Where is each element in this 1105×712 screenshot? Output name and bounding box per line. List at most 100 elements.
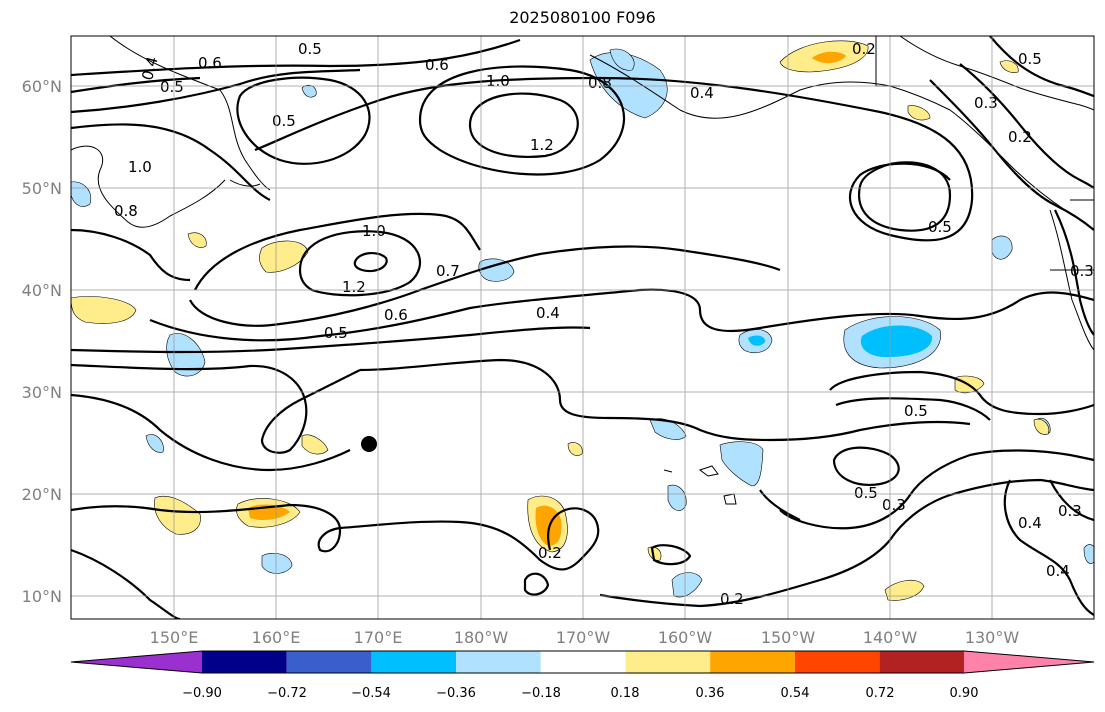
contour-labels: 0.4 0.6 0.5 0.6 1.0 0.8 0.4 0.2 0.5 0.3 … [114,40,1094,608]
contour-label: 0.6 [384,306,408,324]
contour-label: 0.2 [538,544,562,562]
colorbar-segment [286,651,372,673]
patch-yellow [567,442,583,456]
patch-yellow [999,60,1019,73]
patch-blue [667,484,687,511]
contour-label: 1.0 [128,158,152,176]
colorbar-segment [540,651,626,673]
colorbar-tick-label: −0.18 [521,686,561,701]
contour-label: 0.2 [720,590,744,608]
lat-label: 60°N [22,77,62,96]
contour-label: 0.4 [1018,514,1042,532]
gridlines [71,36,1094,619]
contour-label: 0.5 [324,324,348,342]
lon-label: 150°W [761,628,816,647]
contour-label: 0.4 [690,84,714,102]
colorbar-tick-label: 0.72 [866,686,895,701]
patch-blue [609,48,635,71]
patch-yellow [259,240,309,273]
patch-cyan [748,335,766,346]
lon-label: 170°W [556,628,611,647]
lon-label: 140°W [863,628,918,647]
patch-yellow [187,232,207,248]
patch-yellow [884,579,925,601]
contour-label: 0.7 [436,262,460,280]
lat-label: 20°N [22,485,62,504]
colorbar-tick-label: −0.36 [436,686,476,701]
lat-label: 30°N [22,383,62,402]
colorbar-extend-low [71,651,202,673]
contour-label: 0.2 [1008,128,1032,146]
lat-label: 40°N [22,281,62,300]
colorbar-segment [456,651,541,673]
contour-label: 0.5 [854,484,878,502]
patch-yellow [907,105,931,121]
contour-label: 0.4 [1046,562,1070,580]
contour-label: 1.0 [362,222,386,240]
contour-lines [71,36,1094,619]
contour-label: 0.8 [114,202,138,220]
colorbar-segment [710,651,795,673]
contour-label: 0.5 [1018,50,1042,68]
patch-orange [812,51,846,64]
latitude-labels: 60°N 50°N 40°N 30°N 20°N 10°N [22,77,62,606]
patch-blue [671,572,703,598]
lon-label: 170°E [354,628,403,647]
patch-yellow [71,296,137,324]
patch-blue [1083,544,1094,564]
colorbar-tick-label: 0.18 [611,686,640,701]
contour-label: 0.5 [928,218,952,236]
contour-label: 1.2 [530,136,554,154]
colorbar-segment [794,651,880,673]
patch-blue [991,235,1013,260]
contour-label: 0.5 [272,112,296,130]
colorbar-tick-label: 0.54 [781,686,810,701]
contour-label: 0.2 [852,40,876,58]
lat-label: 50°N [22,179,62,198]
contour-label: 0.5 [904,402,928,420]
map-title: 2025080100 F096 [509,8,656,27]
colorbar-tick-label: −0.54 [351,686,391,701]
contour-label: 0.8 [588,74,612,92]
colorbar-segment [202,651,287,673]
colorbar-extend-high [964,651,1094,673]
patch-cyan [860,325,933,358]
contour-label: 0.3 [974,94,998,112]
colorbar-tick-label: −0.72 [267,686,307,701]
patch-blue [261,553,293,574]
patch-blue [301,84,317,98]
patch-blue [719,441,764,487]
lat-label: 10°N [22,587,62,606]
contour-label: 0.5 [298,40,322,58]
colorbar-segment [371,651,457,673]
colorbar-tick-label: 0.90 [950,686,979,701]
contour-label: 0.3 [882,496,906,514]
longitude-labels: 150°E 160°E 170°E 180°W 170°W 160°W 150°… [150,628,1020,647]
lon-label: 150°E [150,628,199,647]
colorbar-tick-label: −0.90 [182,686,222,701]
map-frame [70,35,1095,620]
contour-label: 0.6 [425,56,449,74]
patch-yellow [154,495,201,535]
contour-label: 1.2 [342,278,366,296]
contour-label: 0.4 [138,55,162,83]
contour-label: 0.5 [160,78,184,96]
contour-label: 0.3 [1070,262,1094,280]
patch-blue [145,434,164,453]
colorbar: −0.90 −0.72 −0.54 −0.36 −0.18 0.18 0.36 … [70,650,1095,701]
contour-label: 0.3 [1058,502,1082,520]
colorbar-tick-label: 0.36 [696,686,725,701]
contour-label: 0.4 [536,304,560,322]
lon-label: 160°W [658,628,713,647]
contour-label: 1.0 [486,72,510,90]
patch-yellow [1033,418,1050,435]
colorbar-segment [625,651,711,673]
coastlines [71,36,1094,505]
storm-position-marker [361,436,377,452]
colorbar-segment [879,651,965,673]
patch-yellow [301,434,329,455]
lon-label: 160°E [252,628,301,647]
lon-label: 180°W [454,628,509,647]
contour-label: 0.6 [198,54,222,72]
